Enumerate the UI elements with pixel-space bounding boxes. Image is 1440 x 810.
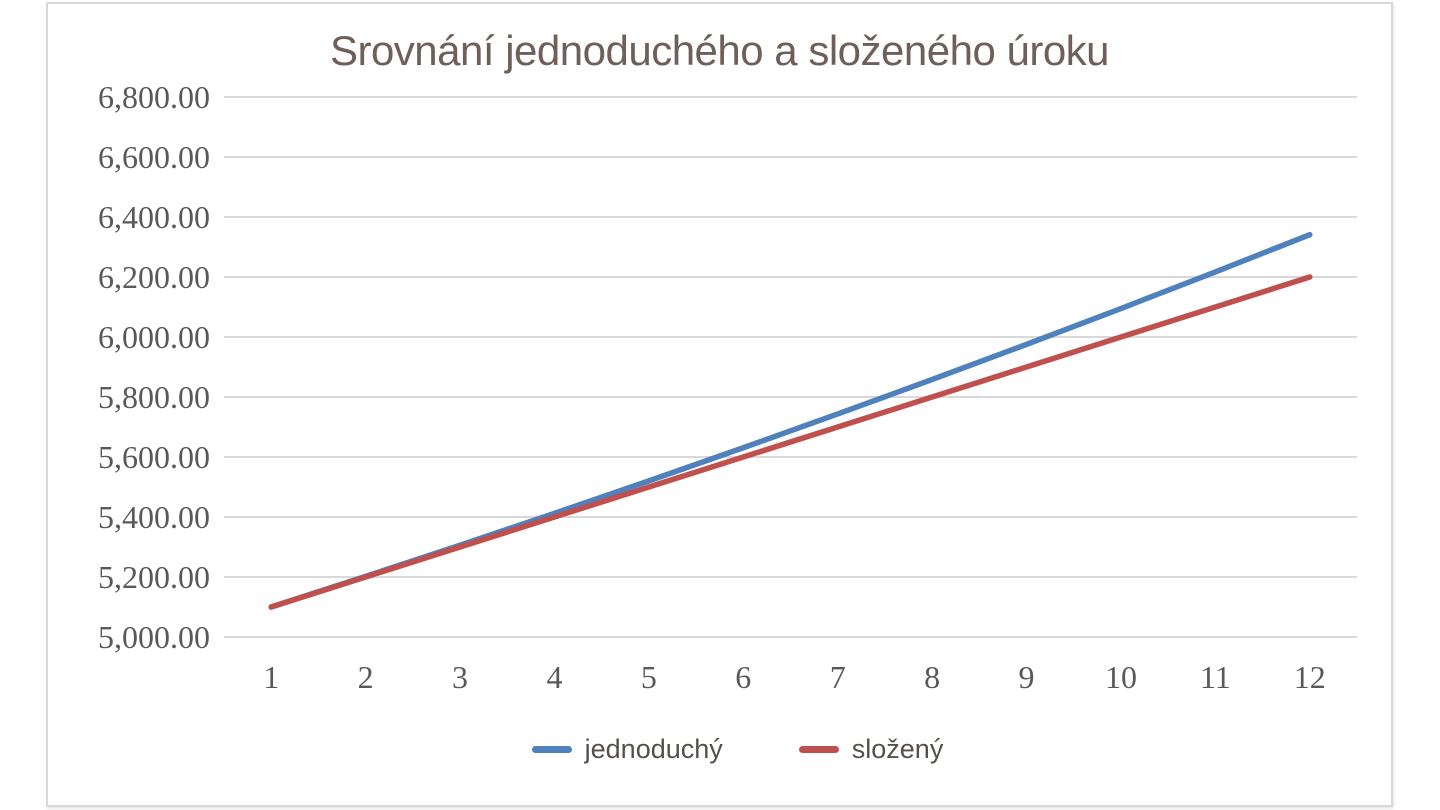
x-tick-label: 11 [1199, 659, 1231, 695]
chart-title: Srovnání jednoduchého a složeného úroku [329, 27, 1110, 74]
gridlines [224, 96, 1357, 638]
legend-label-jednoduchy: jednoduchý [584, 734, 723, 764]
x-tick-label: 4 [546, 659, 563, 695]
series-line-0 [268, 231, 1313, 610]
legend: jednoduchý složený [64, 733, 1411, 765]
series-lines [268, 231, 1313, 610]
y-tick-label: 5,600.00 [98, 439, 210, 475]
series-line-1 [268, 274, 1313, 610]
legend-item-slozeny: složený [798, 733, 944, 765]
x-tick-label: 12 [1293, 659, 1326, 695]
y-tick-label: 6,200.00 [98, 259, 210, 295]
x-tick-label: 1 [263, 659, 280, 695]
y-tick-label: 6,800.00 [98, 79, 210, 115]
legend-item-jednoduchy: jednoduchý [531, 733, 723, 765]
x-tick-label: 9 [1018, 659, 1035, 695]
x-tick-label: 2 [357, 659, 374, 695]
x-tick-label: 3 [452, 659, 469, 695]
x-tick-label: 5 [640, 659, 657, 695]
y-tick-label: 6,400.00 [98, 199, 210, 235]
y-tick-label: 5,400.00 [98, 499, 210, 535]
y-tick-label: 5,200.00 [98, 559, 210, 595]
y-tick-label: 5,000.00 [98, 619, 210, 655]
y-tick-label: 5,800.00 [98, 379, 210, 415]
x-tick-label: 7 [829, 659, 846, 695]
y-tick-label: 6,000.00 [98, 319, 210, 355]
legend-label-slozeny: složený [851, 734, 944, 764]
y-tick-label: 6,600.00 [98, 139, 210, 175]
chart-card [46, 2, 1393, 807]
legend-swatch-slozeny [798, 745, 839, 753]
x-tick-label: 10 [1104, 659, 1137, 695]
x-tick-label: 8 [924, 659, 941, 695]
x-tick-label: 6 [735, 659, 752, 695]
legend-swatch-jednoduchy [531, 745, 572, 753]
